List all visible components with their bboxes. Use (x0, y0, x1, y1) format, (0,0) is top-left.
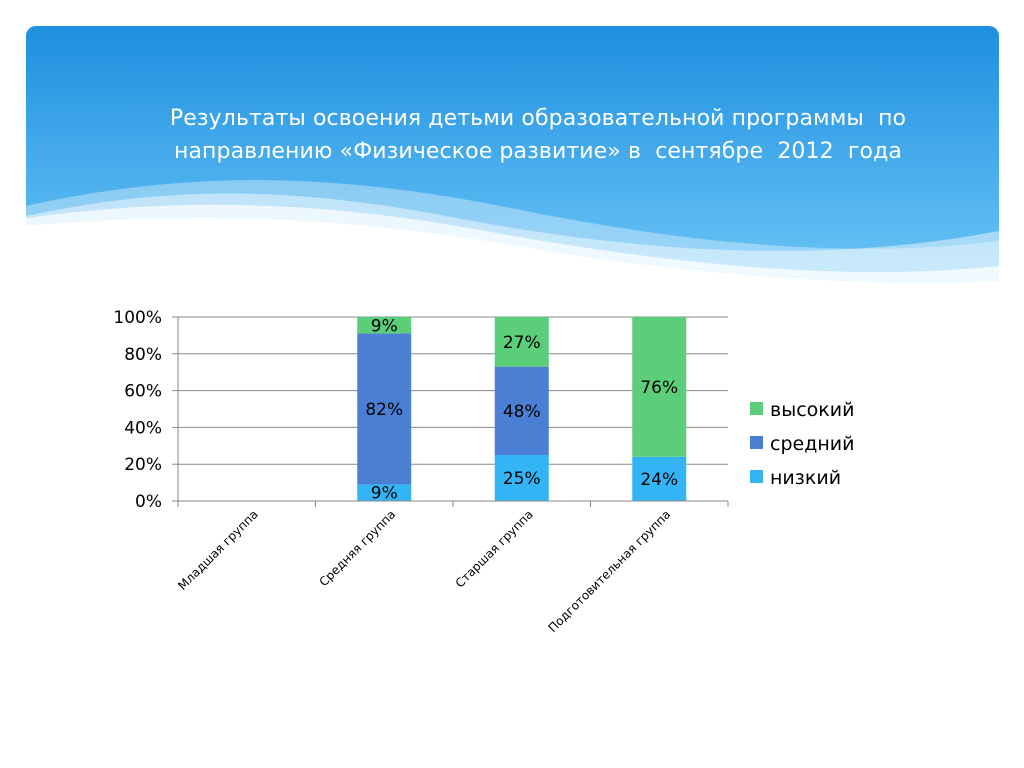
bars (357, 317, 687, 501)
slide-title: Результаты освоения детьми образовательн… (86, 102, 990, 168)
data-label: 48% (503, 402, 541, 422)
x-tick-label: Средняя группа (316, 507, 398, 589)
y-tick-label: 100% (113, 308, 162, 328)
y-tick-label: 0% (135, 492, 162, 512)
banner-background (26, 26, 999, 286)
bar-segment (357, 317, 412, 334)
data-labels: 9% 82% 9% 25% 48% 27% 24% 76% (365, 316, 678, 503)
data-label: 27% (503, 333, 541, 353)
legend-swatch (750, 436, 763, 449)
y-tick-label: 80% (124, 345, 162, 365)
data-label: 76% (640, 378, 678, 398)
x-tick-label: Подготовительная группа (545, 507, 673, 635)
header-banner: Результаты освоения детьми образовательн… (26, 26, 999, 286)
bar-segment (494, 317, 549, 367)
slide-title-line-1: Результаты освоения детьми образовательн… (169, 106, 907, 131)
legend: высокий средний низкий (750, 399, 854, 489)
y-tick-label: 40% (124, 418, 162, 438)
bar-segment (632, 456, 687, 501)
x-tick-label: Младшая группа (175, 507, 261, 593)
data-label: 9% (371, 484, 398, 504)
y-axis: 0% 20% 40% 60% 80% 100% (113, 308, 179, 512)
y-tick-label: 60% (124, 382, 162, 402)
x-axis: Младшая группа Средняя группа Старшая груп… (175, 500, 729, 635)
legend-label: высокий (770, 399, 854, 421)
x-tick-label: Старшая группа (453, 507, 536, 590)
bar-segment (357, 484, 412, 501)
bar-segment (494, 455, 549, 501)
data-label: 82% (365, 400, 403, 420)
legend-label: низкий (770, 467, 841, 489)
data-label: 25% (503, 469, 541, 489)
data-label: 24% (640, 470, 678, 490)
bar-segment (357, 333, 412, 485)
bar-segment (494, 366, 549, 455)
slide-title-line-2: направлению «Физическое развитие» в сент… (173, 139, 902, 164)
bar-segment (632, 317, 687, 457)
legend-swatch (750, 402, 763, 415)
legend-label: средний (770, 433, 854, 455)
legend-swatch (750, 470, 763, 483)
y-tick-label: 20% (124, 455, 162, 475)
data-label: 9% (371, 316, 398, 336)
